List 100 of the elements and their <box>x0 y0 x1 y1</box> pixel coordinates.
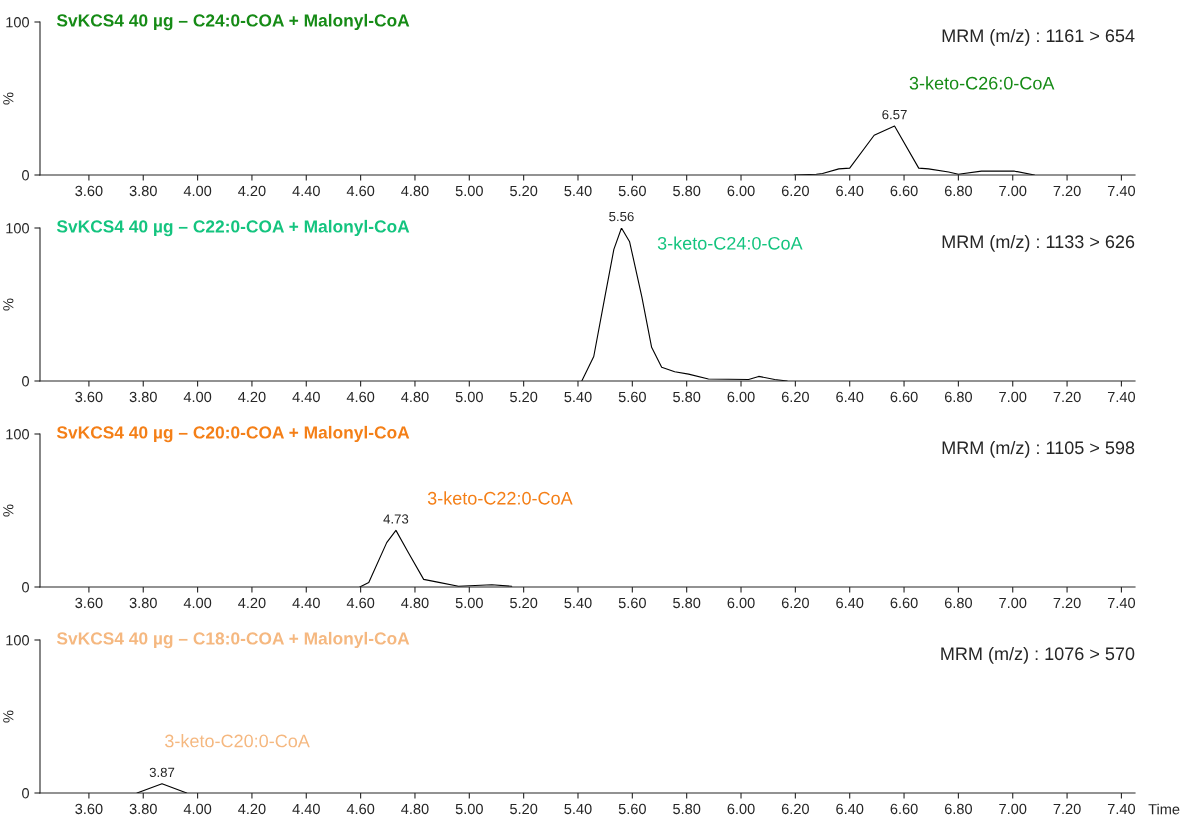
y-axis-title: % <box>3 710 14 723</box>
x-tick-label: 5.00 <box>455 803 483 815</box>
x-tick-label: 4.80 <box>401 597 429 609</box>
x-tick-label: 5.20 <box>510 391 538 403</box>
x-tick-label: 6.80 <box>944 185 973 197</box>
x-tick-label: 3.60 <box>75 803 103 815</box>
y-tick-label: 100 <box>6 223 30 234</box>
x-tick-label: 4.40 <box>292 391 320 403</box>
y-tick-label: 0 <box>22 170 30 181</box>
y-axis-title: % <box>3 298 14 311</box>
x-tick-label: 6.60 <box>890 597 918 609</box>
series-label: 3-keto-C24:0-CoA <box>657 236 803 250</box>
x-tick-label: 4.00 <box>183 597 212 609</box>
x-tick-label: 6.40 <box>836 597 864 609</box>
x-tick-label: 4.60 <box>346 185 375 197</box>
x-tick-label: 4.20 <box>238 185 266 197</box>
x-tick-label: 5.60 <box>618 391 646 403</box>
x-tick-label: 5.40 <box>564 185 592 197</box>
x-tick-label: 6.00 <box>727 185 755 197</box>
x-tick-label: 5.40 <box>564 597 592 609</box>
x-tick-label: 3.80 <box>129 803 157 815</box>
x-tick-label: 4.60 <box>346 597 375 609</box>
annotation: 3.87 <box>149 767 175 778</box>
x-tick-label: 3.60 <box>75 185 103 197</box>
x-tick-label: 4.80 <box>401 391 429 403</box>
annotation: MRM (m/z) : 1105 > 598 <box>942 440 1135 458</box>
line-series <box>359 529 513 587</box>
x-tick-label: 6.80 <box>944 391 973 403</box>
x-tick-label: 7.00 <box>999 597 1027 609</box>
x-tick-label: 5.40 <box>564 803 592 815</box>
text: 3-keto-C26:0-CoA <box>909 76 1055 90</box>
x-tick-label: 7.40 <box>1107 185 1136 197</box>
annotation: MRM (m/z) : 1076 > 570 <box>941 646 1135 664</box>
annotation: 5.56 <box>609 211 634 222</box>
x-tick-label: 5.60 <box>618 597 646 609</box>
x-tick-label: 4.80 <box>401 803 429 815</box>
x-tick-label: 4.40 <box>292 597 320 609</box>
x-tick-label: 7.20 <box>1053 391 1081 403</box>
x-tick-label: 7.20 <box>1053 803 1081 815</box>
x-tick-label: 7.40 <box>1107 597 1136 609</box>
x-tick-label: 5.00 <box>455 185 483 197</box>
x-tick-label: 5.20 <box>510 597 538 609</box>
y-tick-label: 0 <box>22 788 30 799</box>
text: 3-keto-C20:0-CoA <box>165 734 310 748</box>
x-tick-label: 6.00 <box>727 803 755 815</box>
x-tick-label: 6.60 <box>890 391 918 403</box>
x-tick-label: 4.00 <box>183 803 212 815</box>
x-tick-label: 4.40 <box>292 803 320 815</box>
x-tick-label: 4.60 <box>346 391 375 403</box>
y-tick-label: 100 <box>6 635 30 646</box>
x-tick-label: 4.20 <box>238 391 266 403</box>
x-tick-label: 5.20 <box>510 185 538 197</box>
x-tick-label: 3.60 <box>75 597 103 609</box>
x-tick-label: 3.60 <box>75 391 103 403</box>
x-tick-label: 6.40 <box>836 185 864 197</box>
x-tick-label: 6.20 <box>781 597 809 609</box>
x-tick-label: 5.20 <box>510 803 538 815</box>
x-tick-label: 6.60 <box>890 185 918 197</box>
x-tick-label: 6.20 <box>781 391 809 403</box>
x-tick-label: 3.80 <box>129 185 157 197</box>
y-tick-label: 0 <box>22 582 30 593</box>
x-tick-label: 5.60 <box>618 185 646 197</box>
x-tick-label: 6.20 <box>781 185 809 197</box>
x-tick-label: 6.80 <box>944 597 973 609</box>
x-tick-label: 3.80 <box>129 391 157 403</box>
x-tick-label: 4.20 <box>238 597 266 609</box>
x-tick-label: 6.60 <box>890 803 918 815</box>
x-tick-label: 7.40 <box>1107 803 1136 815</box>
x-tick-label: 5.80 <box>673 185 701 197</box>
x-tick-label: 4.60 <box>346 803 375 815</box>
text: 3-keto-C22:0-CoA <box>427 491 573 505</box>
x-axis-title: Time <box>1148 803 1180 815</box>
chart-title: SvKCS4 40 µg – C18:0-COA + Malonyl-CoA <box>56 631 410 649</box>
chart-title: SvKCS4 40 µg – C22:0-COA + Malonyl-CoA <box>56 219 410 237</box>
x-tick-label: 6.40 <box>836 803 864 815</box>
x-tick-label: 6.00 <box>727 597 755 609</box>
x-tick-label: 7.20 <box>1053 597 1081 609</box>
y-tick-label: 100 <box>6 429 30 440</box>
x-tick-label: 4.20 <box>238 803 266 815</box>
x-tick-label: 6.80 <box>944 803 973 815</box>
y-axis-title: % <box>3 504 14 517</box>
x-tick-label: 4.40 <box>292 185 320 197</box>
y-tick-label: 0 <box>22 376 30 387</box>
y-tick-label: 100 <box>6 17 30 28</box>
x-tick-label: 5.00 <box>455 391 483 403</box>
x-tick-label: 7.00 <box>999 391 1027 403</box>
y-axis-title: % <box>3 92 14 105</box>
x-tick-label: 5.00 <box>455 597 483 609</box>
x-tick-label: 5.80 <box>673 597 701 609</box>
annotation: MRM (m/z) : 1161 > 654 <box>942 28 1135 46</box>
x-tick-label: 7.40 <box>1107 391 1136 403</box>
x-tick-label: 7.00 <box>999 185 1027 197</box>
annotation: MRM (m/z) : 1133 > 626 <box>942 234 1135 252</box>
x-tick-label: 6.20 <box>781 803 809 815</box>
x-tick-label: 6.00 <box>727 391 755 403</box>
annotation: 6.57 <box>882 109 907 120</box>
x-tick-label: 4.00 <box>183 391 212 403</box>
x-tick-label: 7.20 <box>1053 185 1081 197</box>
x-tick-label: 7.00 <box>999 803 1027 815</box>
x-tick-label: 5.80 <box>673 391 701 403</box>
